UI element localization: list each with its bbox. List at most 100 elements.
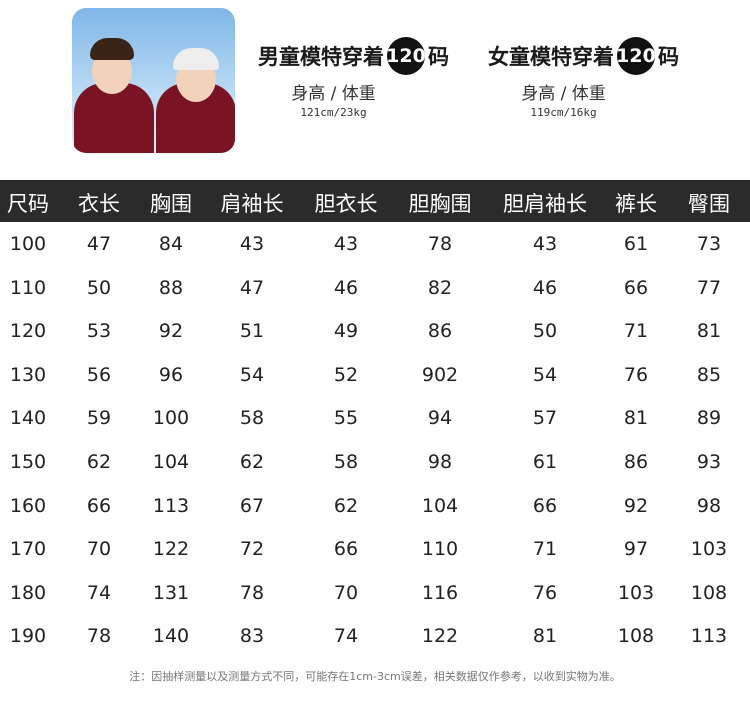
table-cell: 103: [690, 538, 728, 561]
table-cell: 46: [333, 276, 359, 299]
table-cell: 62: [86, 451, 112, 473]
table-cell: 86: [623, 451, 649, 473]
table-cell: 140: [152, 625, 190, 648]
table-cell: 52: [333, 363, 359, 386]
table-cell: 61: [532, 451, 558, 473]
girl-size-badge: 120: [616, 37, 656, 75]
boy-model-title: 男童模特穿着: [258, 45, 384, 69]
table-cell: 43: [239, 233, 265, 255]
table-cell: 66: [623, 276, 649, 299]
table-row: 110 50 88 47 46 82 46 66 77: [0, 277, 750, 307]
table-cell: 66: [86, 494, 112, 517]
column-header: 胸围: [150, 192, 192, 216]
table-cell: 83: [239, 625, 265, 648]
table-cell: 96: [158, 363, 184, 386]
table-row: 150 62 104 62 58 98 61 86 93: [0, 451, 750, 481]
table-cell: 81: [623, 407, 649, 430]
table-cell: 66: [333, 538, 359, 561]
table-cell: 51: [239, 320, 265, 343]
table-cell: 57: [532, 407, 558, 430]
table-cell: 73: [696, 233, 722, 255]
table-cell: 78: [86, 625, 112, 648]
table-cell: 98: [696, 494, 722, 517]
table-cell: 140: [9, 407, 47, 430]
table-cell: 88: [158, 276, 184, 299]
column-header: 肩袖长: [220, 192, 284, 216]
table-cell: 108: [617, 625, 655, 648]
table-cell: 160: [9, 494, 47, 517]
table-cell: 86: [427, 320, 453, 343]
boy-subtitle: 身高 / 体重: [291, 84, 376, 104]
table-cell: 49: [333, 320, 359, 343]
girl-measure: 119cm/16kg: [530, 106, 597, 119]
table-cell: 89: [696, 407, 722, 430]
table-cell: 120: [9, 320, 47, 343]
table-cell: 50: [86, 276, 112, 299]
column-header: 衣长: [78, 192, 120, 216]
column-header: 尺码: [7, 192, 49, 216]
table-cell: 74: [333, 625, 359, 648]
table-cell: 54: [239, 363, 265, 386]
table-cell: 55: [333, 407, 359, 430]
table-row: 120 53 92 51 49 86 50 71 81: [0, 320, 750, 350]
table-row: 190 78 140 83 74 122 81 108 113: [0, 625, 750, 655]
table-cell: 77: [696, 276, 722, 299]
girl-subtitle: 身高 / 体重: [521, 84, 606, 104]
table-row: 170 70 122 72 66 110 71 97 103: [0, 538, 750, 568]
table-cell: 71: [623, 320, 649, 343]
table-cell: 78: [239, 581, 265, 604]
table-cell: 113: [690, 625, 728, 648]
girl-model-title: 女童模特穿着: [488, 45, 614, 69]
table-cell: 47: [239, 276, 265, 299]
boy-figure: [74, 83, 154, 153]
table-cell: 97: [623, 538, 649, 561]
boy-measure: 121cm/23kg: [300, 106, 367, 119]
column-header: 臀围: [688, 192, 730, 216]
table-row: 130 56 96 54 52 902 54 76 85: [0, 364, 750, 394]
size-suffix: 码: [428, 45, 449, 69]
table-cell: 54: [532, 363, 558, 386]
table-cell: 62: [239, 451, 265, 473]
table-cell: 81: [532, 625, 558, 648]
table-cell: 116: [421, 581, 459, 604]
table-cell: 170: [9, 538, 47, 561]
table-cell: 122: [152, 538, 190, 561]
table-cell: 82: [427, 276, 453, 299]
table-cell: 180: [9, 581, 47, 604]
table-cell: 92: [158, 320, 184, 343]
column-header: 胆衣长: [314, 192, 378, 216]
table-cell: 100: [9, 233, 47, 255]
table-cell: 47: [86, 233, 112, 255]
table-cell: 76: [532, 581, 558, 604]
table-cell: 104: [421, 494, 459, 517]
table-cell: 110: [421, 538, 459, 561]
footnote: 注：因抽样测量以及测量方式不同，可能存在1cm-3cm误差，相关数据仅作参考，以…: [129, 670, 621, 683]
column-header: 胆肩袖长: [503, 192, 587, 216]
table-row: 100 47 84 43 43 78 43 61 73: [0, 233, 750, 263]
models-photo: [72, 8, 235, 153]
table-cell: 61: [623, 233, 649, 255]
boy-model-info: 男童模特穿着 120 码 身高 / 体重 121cm/23kg: [258, 37, 449, 119]
table-cell: 58: [333, 451, 359, 473]
table-cell: 122: [421, 625, 459, 648]
table-cell: 70: [86, 538, 112, 561]
table-cell: 103: [617, 581, 655, 604]
table-cell: 58: [239, 407, 265, 430]
table-cell: 56: [86, 363, 112, 386]
column-header: 裤长: [615, 192, 657, 216]
table-cell: 62: [333, 494, 359, 517]
size-suffix: 码: [658, 45, 679, 69]
table-cell: 150: [9, 451, 47, 473]
table-cell: 84: [158, 233, 184, 255]
girl-model-info: 女童模特穿着 120 码 身高 / 体重 119cm/16kg: [488, 37, 679, 119]
table-row: 160 66 113 67 62 104 66 92 98: [0, 495, 750, 525]
table-cell: 53: [86, 320, 112, 343]
table-cell: 78: [427, 233, 453, 255]
table-cell: 71: [532, 538, 558, 561]
table-row: 180 74 131 78 70 116 76 103 108: [0, 582, 750, 612]
table-cell: 108: [690, 581, 728, 604]
table-cell: 72: [239, 538, 265, 561]
table-cell: 104: [152, 451, 190, 473]
column-header: 胆胸围: [408, 192, 472, 216]
